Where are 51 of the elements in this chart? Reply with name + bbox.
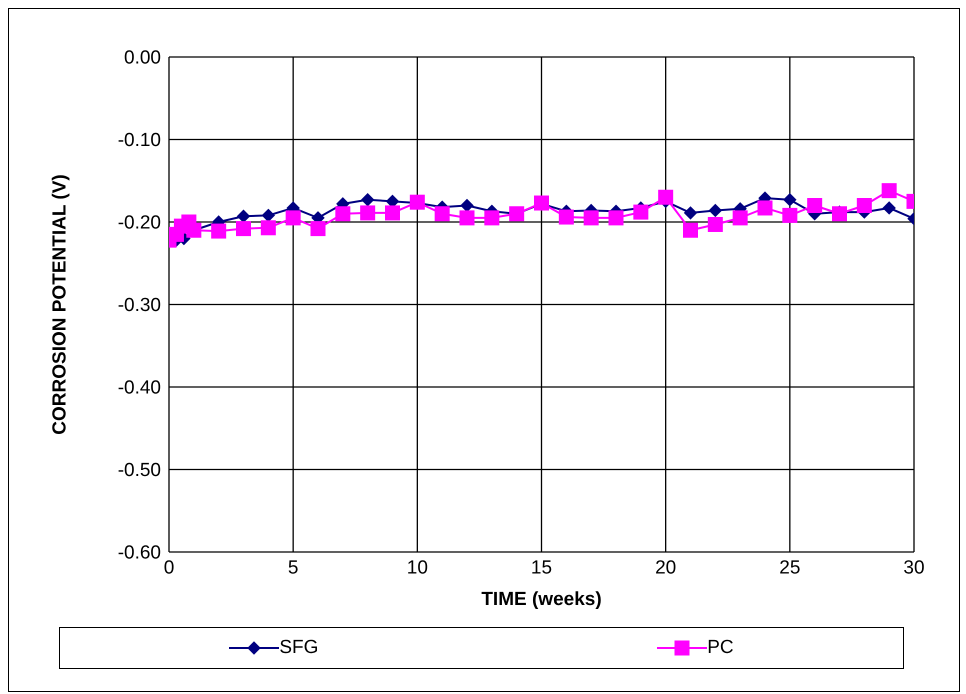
y-tick-label: -0.10 bbox=[118, 130, 161, 152]
point bbox=[633, 204, 648, 220]
point bbox=[807, 198, 822, 213]
point bbox=[783, 193, 796, 206]
point bbox=[262, 208, 275, 222]
point bbox=[782, 208, 798, 223]
x-tick-label: 5 bbox=[288, 557, 298, 578]
point bbox=[856, 198, 872, 213]
x-tick-label: 25 bbox=[779, 557, 800, 578]
y-tick-label: -0.50 bbox=[118, 460, 161, 482]
point bbox=[708, 204, 722, 217]
point bbox=[684, 206, 697, 220]
point bbox=[460, 210, 474, 226]
point bbox=[211, 224, 226, 239]
y-tick-label: -0.20 bbox=[118, 212, 161, 234]
point bbox=[236, 221, 251, 236]
point bbox=[758, 200, 772, 216]
point bbox=[708, 216, 723, 232]
point bbox=[286, 210, 301, 226]
x-tick-label: 15 bbox=[530, 557, 552, 578]
x-tick-label: 10 bbox=[406, 557, 428, 578]
x-tick-label: 20 bbox=[655, 557, 676, 578]
point bbox=[832, 206, 847, 222]
point bbox=[658, 190, 674, 205]
point bbox=[385, 205, 400, 220]
x-tick-label: 0 bbox=[164, 557, 174, 578]
point bbox=[683, 222, 698, 238]
point bbox=[434, 206, 450, 222]
point bbox=[732, 210, 748, 226]
point bbox=[460, 199, 474, 212]
legend-label: PC bbox=[707, 637, 734, 659]
x-tick-label: 30 bbox=[903, 557, 925, 578]
point bbox=[484, 210, 500, 226]
point bbox=[882, 201, 896, 214]
point bbox=[584, 210, 599, 226]
point bbox=[608, 210, 624, 226]
x-axis-title: TIME (weeks) bbox=[481, 589, 602, 610]
y-tick-label: -0.30 bbox=[118, 295, 161, 316]
point bbox=[335, 206, 350, 222]
point bbox=[310, 221, 326, 236]
point bbox=[882, 183, 897, 198]
point bbox=[360, 205, 376, 220]
point bbox=[558, 210, 574, 225]
point bbox=[260, 220, 276, 236]
y-tick-label: 0.00 bbox=[124, 48, 161, 69]
y-tick-label: -0.60 bbox=[118, 542, 161, 564]
point bbox=[237, 210, 250, 223]
y-tick-label: -0.40 bbox=[118, 378, 161, 399]
y-axis-title: CORROSION POTENTIAL (V) bbox=[50, 174, 71, 435]
legend-label: SFG bbox=[279, 637, 318, 659]
point bbox=[361, 193, 374, 206]
